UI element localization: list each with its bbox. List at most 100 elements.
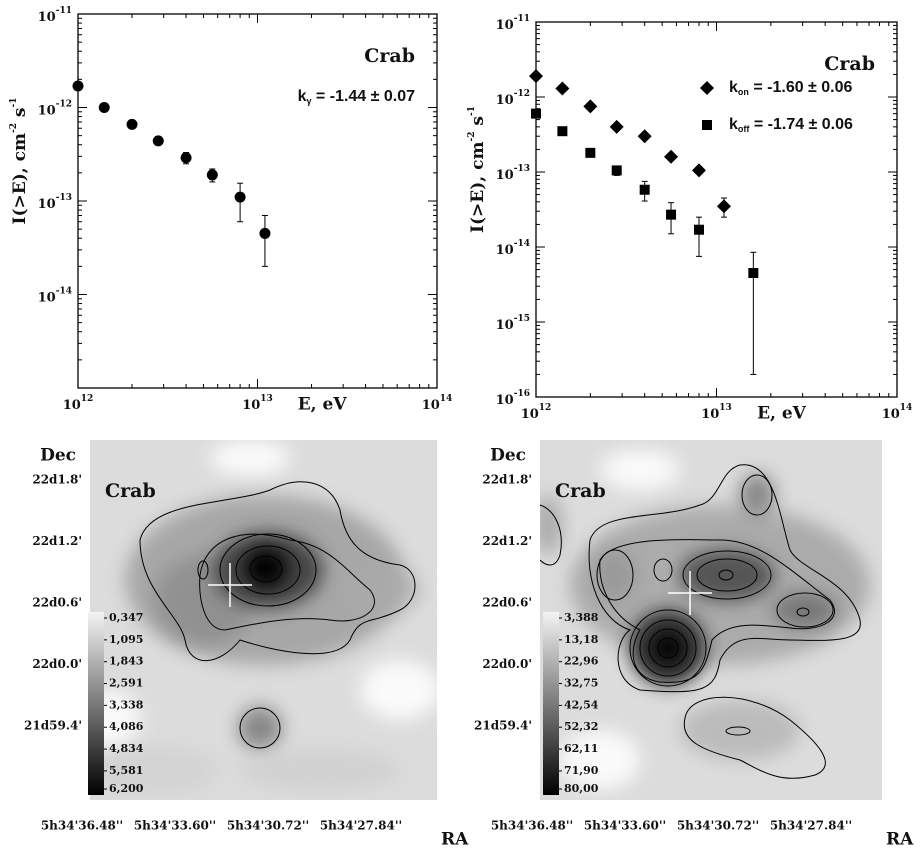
legend-rest: = -1.60 ± 0.06 — [749, 79, 853, 96]
map-intensity — [340, 565, 420, 615]
map-light-area — [560, 730, 640, 790]
colorbar-label: 62,11 — [564, 742, 598, 755]
tick-exponent: 12 — [539, 403, 552, 413]
tick-base: 10 — [882, 407, 900, 422]
tick-exponent: 13 — [719, 403, 732, 413]
tick-label: 10-13 — [496, 164, 530, 183]
map-intensity — [238, 706, 282, 750]
point — [555, 81, 569, 95]
y-tick-label: 21d59.4' — [24, 719, 82, 733]
x-axis-title: RA — [441, 830, 469, 850]
point — [640, 185, 650, 195]
tick-base: 10 — [422, 398, 440, 413]
y-title-part: s — [468, 116, 488, 132]
x-tick-label: 5h34'30.72'' — [677, 819, 759, 833]
tick-base: 10 — [38, 290, 56, 305]
tick-label: 10-14 — [496, 239, 530, 258]
point — [153, 135, 164, 146]
tick-exponent: -13 — [514, 164, 530, 174]
tick-label: 10-11 — [38, 6, 72, 25]
map-intensity — [595, 549, 635, 601]
tick-base: 10 — [38, 10, 56, 25]
tick-label: 10-12 — [496, 89, 530, 108]
page: Crab spectra and maps {"chart_data": [ {… — [0, 0, 921, 851]
panel-title: Crab — [824, 53, 875, 75]
figure: 10121013101410-1110-1210-1310-14E, eVI(>… — [0, 0, 921, 851]
y-title-part: I(>E), cm — [10, 133, 30, 224]
tick-label: 10-16 — [496, 389, 530, 408]
tick-base: 10 — [701, 407, 719, 422]
y-tick-label: 22d1.2' — [482, 534, 532, 548]
point — [207, 169, 218, 180]
plot-frame — [78, 14, 437, 388]
point — [259, 228, 270, 239]
legend-marker — [700, 81, 714, 95]
tick-base: 10 — [38, 197, 56, 212]
colorbar-label: 42,54 — [564, 698, 599, 711]
y-axis-title: I(>E), cm-2 s-1 — [9, 98, 30, 225]
colorbar — [543, 612, 559, 795]
point — [235, 192, 246, 203]
tick-label: 10-14 — [38, 286, 72, 305]
tick-base: 10 — [242, 398, 260, 413]
legend-rest: = -1.74 ± 0.06 — [749, 116, 853, 133]
legend-sub: on — [738, 87, 749, 97]
point — [73, 80, 84, 91]
x-tick-label: 5h34'36.48'' — [41, 819, 123, 833]
y-tick-label: 22d0.0' — [32, 657, 82, 671]
tick-base: 10 — [521, 407, 539, 422]
point — [717, 199, 731, 213]
point — [638, 129, 652, 143]
y-tick-label: 22d0.6' — [482, 596, 532, 610]
tick-label: 1012 — [521, 403, 552, 422]
colorbar-label: 3,338 — [109, 698, 144, 711]
colorbar — [88, 612, 104, 795]
tick-exponent: -11 — [514, 14, 530, 24]
point — [181, 152, 192, 163]
tick-base: 10 — [63, 398, 81, 413]
map-intensity — [739, 473, 775, 517]
tick-base: 10 — [496, 168, 514, 183]
y-title-exponent: -2 — [467, 132, 477, 142]
tick-label: 10-12 — [38, 99, 72, 118]
tick-exponent: 14 — [900, 403, 913, 413]
legend-label: koff = -1.74 ± 0.06 — [729, 116, 853, 134]
x-tick-label: 5h34'33.60'' — [134, 819, 216, 833]
tick-exponent: 12 — [81, 394, 94, 404]
y-axis-title: I(>E), cm-2 s-1 — [467, 106, 488, 233]
annotation-k: k — [298, 88, 307, 105]
y-tick-label: 22d1.2' — [32, 534, 82, 548]
colorbar-label: 13,18 — [564, 633, 599, 646]
x-axis-title: E, eV — [298, 395, 348, 415]
y-title-exponent: -2 — [9, 123, 19, 133]
point — [692, 163, 706, 177]
annotation: kγ = -1.44 ± 0.07 — [298, 88, 416, 106]
map-intensity — [680, 700, 800, 760]
y-title-exponent: -1 — [467, 106, 477, 116]
x-tick-label: 5h34'33.60'' — [584, 819, 666, 833]
tick-base: 10 — [496, 93, 514, 108]
y-title-exponent: -1 — [9, 98, 19, 108]
y-axis-title: Dec — [490, 446, 526, 466]
tick-exponent: 14 — [440, 394, 453, 404]
colorbar-label: 5,581 — [109, 764, 143, 777]
x-axis-title: E, eV — [757, 404, 807, 424]
panel-title: Crab — [364, 45, 415, 67]
tick-exponent: -14 — [514, 239, 530, 249]
tick-base: 10 — [496, 393, 514, 408]
point — [99, 102, 110, 113]
tick-exponent: -13 — [56, 193, 72, 203]
point — [585, 148, 595, 158]
colorbar-label: 52,32 — [564, 720, 598, 733]
x-tick-label: 5h34'27.84'' — [770, 819, 852, 833]
legend-marker — [702, 120, 712, 130]
y-tick-label: 21d59.4' — [474, 719, 532, 733]
x-tick-label: 5h34'27.84'' — [320, 819, 402, 833]
legend-k: k — [729, 116, 738, 133]
tick-base: 10 — [496, 318, 514, 333]
legend-label: kon = -1.60 ± 0.06 — [729, 79, 853, 97]
tick-exponent: -15 — [514, 314, 530, 324]
point — [531, 109, 541, 119]
colorbar-label: 1,843 — [109, 655, 143, 668]
y-tick-label: 22d0.6' — [32, 596, 82, 610]
